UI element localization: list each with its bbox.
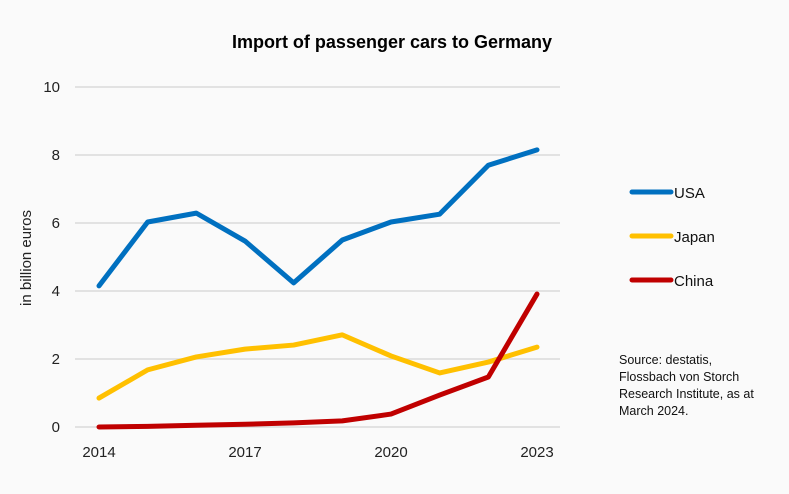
y-axis-ticks: 0 2 4 6 8 10 <box>43 79 60 436</box>
gridlines <box>75 86 560 428</box>
legend: USA Japan China <box>629 185 715 290</box>
series-line-japan <box>96 332 540 401</box>
y-tick-label: 8 <box>52 147 60 164</box>
y-tick-label: 6 <box>52 215 60 232</box>
x-tick-label: 2020 <box>374 444 407 461</box>
y-tick-label: 4 <box>52 283 60 300</box>
x-tick-label: 2023 <box>520 444 553 461</box>
y-tick-label: 0 <box>52 419 60 436</box>
legend-item-china: China <box>629 273 714 290</box>
legend-item-usa: USA <box>629 185 705 202</box>
source-note: Source: destatis, Flossbach von Storch R… <box>619 353 754 418</box>
legend-item-japan: Japan <box>629 229 715 246</box>
legend-label: USA <box>674 185 705 202</box>
y-tick-label: 2 <box>52 351 60 368</box>
y-axis-label: in billion euros <box>18 210 35 306</box>
chart-title: Import of passenger cars to Germany <box>232 32 552 52</box>
series-line-china <box>96 291 540 430</box>
y-tick-label: 10 <box>43 79 60 96</box>
x-tick-label: 2017 <box>228 444 261 461</box>
legend-label: China <box>674 273 714 290</box>
x-axis-ticks: 2014 2017 2020 2023 <box>82 444 553 461</box>
legend-label: Japan <box>674 229 715 246</box>
x-tick-label: 2014 <box>82 444 115 461</box>
series-lines <box>96 147 540 430</box>
series-line-usa <box>96 147 540 289</box>
